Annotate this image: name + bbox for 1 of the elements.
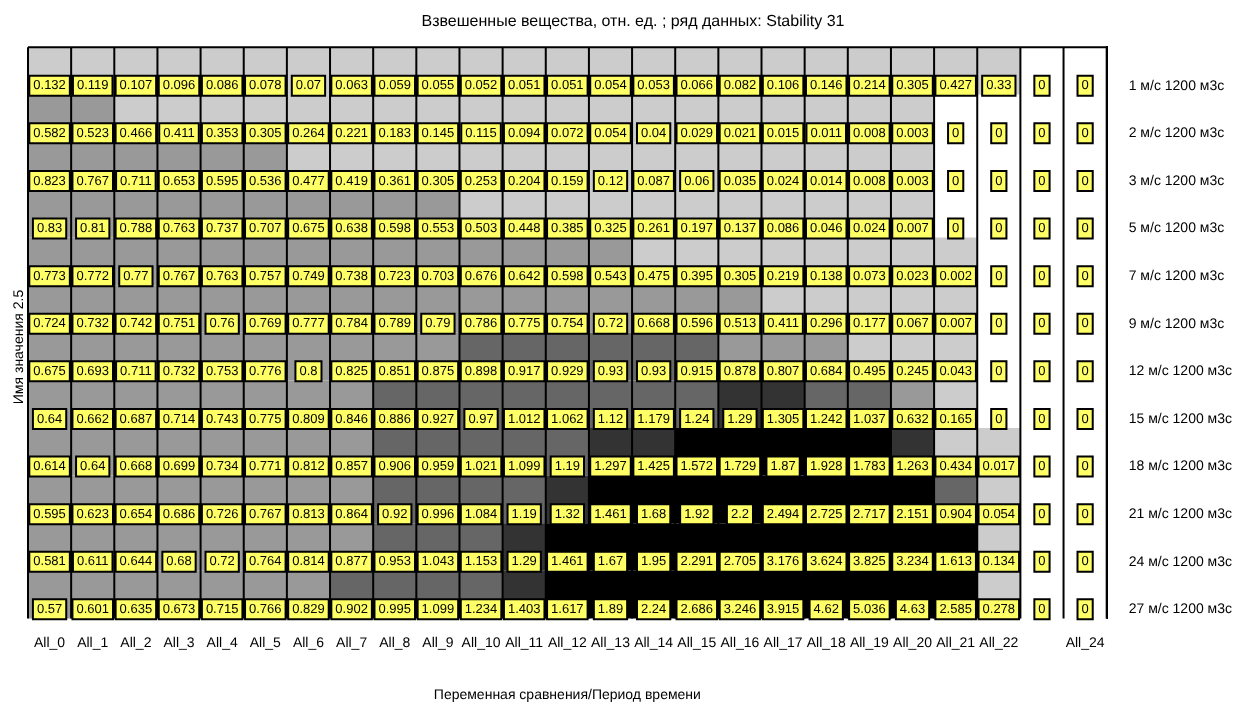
chart-title: Взвешенные вещества, отн. ед. ; ряд данных: Stability 31 bbox=[421, 12, 846, 31]
